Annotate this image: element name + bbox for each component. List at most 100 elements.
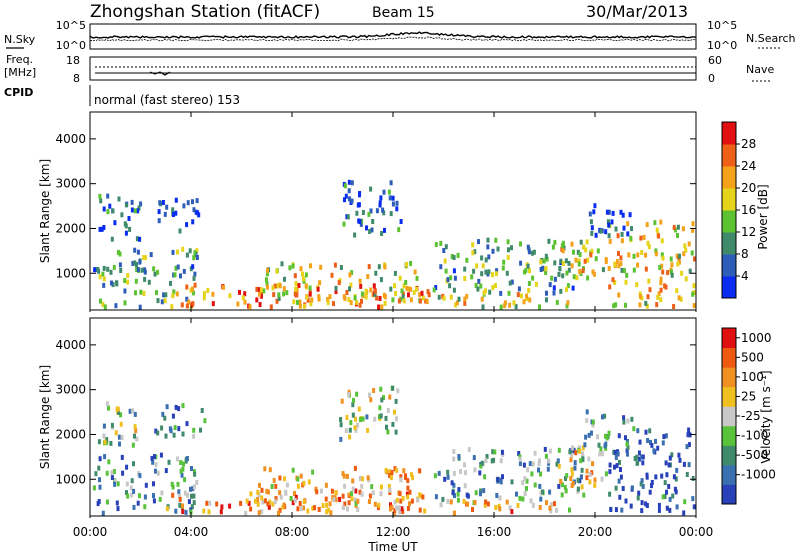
range-time-cell: [357, 406, 361, 412]
range-time-cell: [567, 260, 571, 266]
range-time-cell: [599, 228, 603, 234]
range-time-cell: [521, 496, 525, 502]
range-time-cell: [200, 408, 204, 413]
range-time-cell: [670, 269, 673, 275]
range-time-cell: [444, 244, 448, 250]
range-time-cell: [449, 499, 453, 505]
range-time-cell: [377, 264, 381, 270]
range-time-cell: [402, 298, 406, 304]
range-time-cell: [597, 442, 601, 448]
range-time-cell: [132, 461, 135, 467]
range-time-cell: [644, 266, 648, 272]
range-time-cell: [167, 459, 171, 465]
range-time-cell: [174, 508, 178, 514]
range-time-cell: [465, 293, 469, 299]
range-time-cell: [641, 460, 645, 466]
range-time-cell: [190, 504, 194, 510]
range-time-cell: [613, 464, 616, 470]
range-time-cell: [393, 499, 397, 505]
range-time-cell: [557, 463, 561, 469]
range-time-cell: [317, 507, 321, 512]
range-time-cell: [537, 467, 540, 473]
range-time-cell: [309, 301, 313, 307]
range-time-cell: [516, 292, 520, 298]
range-time-cell: [271, 501, 275, 507]
range-time-cell: [555, 299, 559, 305]
range-time-cell: [496, 476, 500, 482]
range-time-cell: [677, 259, 681, 265]
range-time-cell: [135, 262, 138, 267]
range-time-cell: [164, 433, 168, 439]
y-tick-label: 2000: [55, 427, 86, 441]
range-time-cell: [326, 297, 330, 302]
range-time-cell: [486, 501, 490, 507]
range-time-cell: [402, 283, 406, 289]
range-time-cell: [498, 506, 502, 512]
range-time-cell: [156, 470, 160, 476]
range-time-cell: [358, 489, 362, 495]
range-time-cell: [566, 300, 570, 306]
range-time-cell: [260, 293, 263, 299]
range-time-cell: [369, 208, 373, 214]
range-time-cell: [222, 284, 225, 290]
range-time-cell: [621, 486, 625, 491]
colorbar-tick-label: -500: [741, 448, 768, 462]
range-time-cell: [621, 212, 625, 218]
range-time-cell: [644, 429, 648, 435]
range-time-cell: [614, 302, 618, 308]
range-time-cell: [315, 489, 319, 495]
range-time-cell: [339, 436, 343, 442]
range-time-cell: [449, 294, 453, 300]
range-time-cell: [654, 474, 658, 480]
range-time-cell: [548, 505, 552, 511]
range-time-cell: [272, 477, 276, 483]
range-time-cell: [118, 251, 122, 257]
range-time-cell: [570, 241, 574, 247]
range-time-cell: [443, 476, 447, 482]
range-time-cell: [184, 509, 188, 515]
range-time-cell: [181, 466, 185, 472]
range-time-cell: [590, 225, 594, 231]
range-time-cell: [382, 395, 385, 401]
range-time-cell: [656, 294, 660, 300]
range-time-cell: [415, 286, 419, 292]
station-title: Zhongshan Station (fitACF): [90, 2, 320, 22]
colorbar-tick-label: 25: [741, 389, 756, 403]
range-time-cell: [626, 221, 630, 227]
range-time-cell: [299, 506, 303, 512]
range-time-cell: [170, 481, 174, 487]
range-time-cell: [193, 271, 197, 277]
range-time-cell: [604, 441, 608, 447]
range-time-cell: [219, 509, 223, 515]
range-time-cell: [156, 430, 160, 436]
range-time-cell: [178, 502, 182, 508]
range-time-cell: [395, 416, 399, 422]
range-time-cell: [449, 275, 453, 281]
range-time-cell: [668, 455, 672, 461]
range-time-cell: [106, 266, 110, 272]
range-time-cell: [646, 294, 650, 300]
range-time-cell: [518, 495, 522, 501]
range-time-cell: [646, 438, 650, 443]
range-time-cell: [527, 249, 531, 255]
range-time-cell: [97, 439, 101, 445]
range-time-cell: [117, 196, 121, 202]
range-time-cell: [374, 270, 378, 276]
cpid-text: normal (fast stereo) 153: [94, 93, 240, 107]
range-time-cell: [622, 268, 626, 274]
range-time-cell: [228, 293, 232, 299]
colorbar-tick-label: 20: [741, 181, 756, 195]
range-time-cell: [347, 179, 351, 185]
range-time-cell: [486, 244, 490, 250]
range-time-cell: [178, 496, 182, 502]
colorbar-segment: [722, 122, 736, 145]
range-time-cell: [359, 221, 363, 227]
range-time-cell: [660, 238, 664, 244]
range-time-cell: [395, 200, 399, 206]
range-time-cell: [622, 415, 626, 421]
range-time-cell: [109, 269, 113, 275]
range-time-cell: [551, 244, 555, 250]
range-time-cell: [397, 298, 401, 304]
range-time-cell: [241, 295, 245, 301]
range-time-cell: [361, 476, 365, 482]
